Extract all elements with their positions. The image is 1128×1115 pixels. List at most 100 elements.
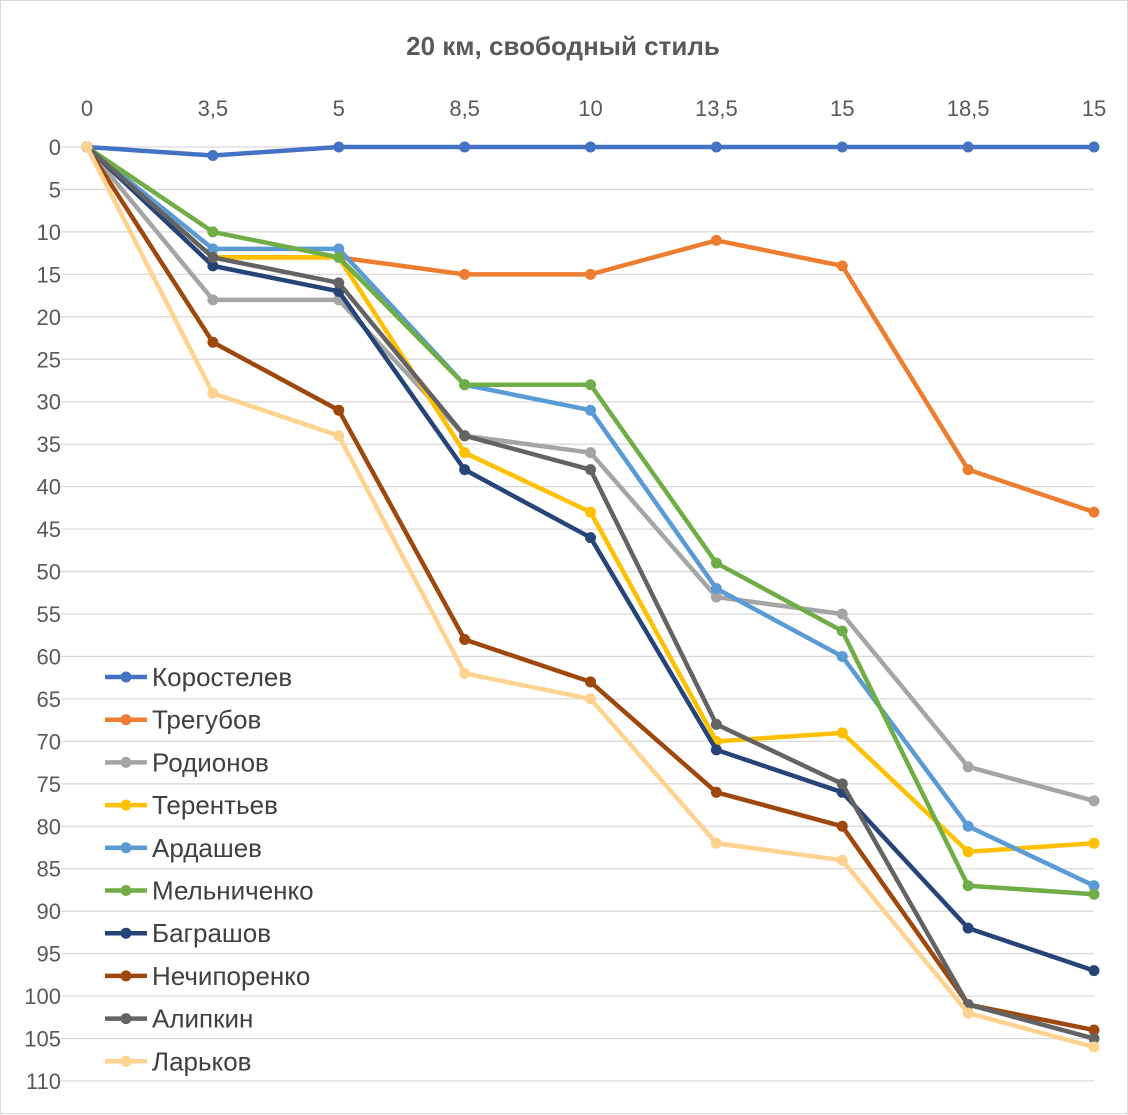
data-point	[836, 820, 848, 832]
data-point	[459, 268, 471, 280]
data-point	[962, 880, 974, 892]
legend-marker	[120, 799, 132, 811]
y-tick-label: 50	[37, 560, 61, 585]
y-tick-label: 15	[37, 262, 61, 287]
data-point	[836, 727, 848, 739]
data-point	[585, 676, 596, 688]
y-axis-tick-labels: 0 5 10 15 20 25 30 35 40 45 50 55 60 65 70 75 80 85 90 95 10…	[24, 135, 61, 1094]
legend-marker	[120, 842, 132, 854]
data-point	[710, 234, 722, 246]
data-point	[333, 243, 345, 255]
y-tick-label: 55	[37, 602, 61, 627]
legend-label: Коростелев	[152, 662, 292, 692]
legend-label: Баграшов	[152, 918, 271, 948]
data-point	[836, 650, 848, 662]
x-tick-label: 15	[830, 96, 854, 121]
data-point	[585, 506, 596, 518]
x-tick-label: 13,5	[695, 96, 738, 121]
x-tick-label: 10	[578, 96, 602, 121]
data-point	[962, 141, 974, 153]
data-point	[459, 667, 471, 679]
data-point	[1088, 880, 1100, 892]
legend-label: Родионов	[152, 747, 269, 777]
legend-marker	[120, 1055, 132, 1067]
data-point	[710, 744, 722, 756]
x-tick-label: 3,5	[198, 96, 229, 121]
legend: Коростелев Трегубов Родионов Терентьев Ардаш…	[105, 662, 314, 1076]
legend-label: Мельниченко	[152, 876, 314, 906]
data-point	[585, 464, 596, 476]
legend-item: Баграшов	[105, 918, 271, 948]
y-tick-label: 95	[37, 942, 61, 967]
legend-marker	[120, 671, 132, 683]
data-point	[333, 251, 345, 263]
y-tick-label: 35	[37, 432, 61, 457]
legend-label: Терентьев	[152, 790, 278, 820]
legend-label: Алипкин	[152, 1004, 253, 1034]
legend-label: Трегубов	[152, 705, 261, 735]
data-point	[1088, 1033, 1100, 1045]
series-10	[81, 141, 1100, 1053]
y-tick-label: 65	[37, 687, 61, 712]
series-1	[81, 141, 1100, 161]
y-tick-label: 100	[24, 984, 61, 1009]
data-point	[710, 141, 722, 153]
y-tick-label: 30	[37, 390, 61, 415]
y-tick-label: 25	[37, 347, 61, 372]
data-point	[836, 141, 848, 153]
data-point	[710, 591, 722, 603]
data-point	[1088, 1041, 1100, 1053]
data-point	[1088, 837, 1100, 849]
series-6	[81, 141, 1100, 900]
x-axis-tick-labels: 0 3,5 5 8,5 10 13,5 15 18,5 15	[81, 96, 1106, 121]
data-point	[1088, 965, 1100, 977]
data-point	[585, 379, 596, 391]
legend-marker	[120, 970, 132, 982]
data-point	[962, 820, 974, 832]
series-2	[81, 141, 1100, 518]
legend-marker	[120, 714, 132, 726]
data-point	[1088, 506, 1100, 518]
x-tick-label: 5	[333, 96, 345, 121]
y-tick-label: 105	[24, 1027, 61, 1052]
data-point	[459, 430, 471, 442]
legend-item: Нечипоренко	[105, 961, 310, 991]
y-tick-label: 60	[37, 644, 61, 669]
data-point	[962, 846, 974, 858]
legend-item: Мельниченко	[105, 876, 314, 906]
data-point	[836, 260, 848, 272]
legend-item: Алипкин	[105, 1004, 253, 1034]
y-tick-label: 70	[37, 729, 61, 754]
y-tick-label: 20	[37, 305, 61, 330]
data-point	[962, 464, 974, 476]
data-point	[836, 778, 848, 790]
y-tick-label: 85	[37, 857, 61, 882]
data-point	[836, 854, 848, 866]
legend-label: Ардашев	[152, 833, 262, 863]
data-point	[585, 141, 596, 153]
x-tick-label: 15	[1082, 96, 1106, 121]
chart-title: 20 км, свободный стиль	[406, 31, 720, 61]
data-point	[207, 251, 219, 263]
legend-item: Терентьев	[105, 790, 278, 820]
y-tick-label: 5	[49, 177, 61, 202]
y-tick-label: 40	[37, 475, 61, 500]
y-tick-label: 90	[37, 899, 61, 924]
legend-item: Коростелев	[105, 662, 292, 692]
data-point	[1088, 888, 1100, 900]
data-point	[585, 404, 596, 416]
data-point	[1088, 141, 1100, 153]
data-point	[333, 430, 345, 442]
x-tick-label: 18,5	[947, 96, 990, 121]
gridlines	[61, 146, 1094, 1082]
legend-item: Ардашев	[105, 833, 262, 863]
data-point	[585, 268, 596, 280]
x-tick-label: 8,5	[449, 96, 480, 121]
data-point	[207, 294, 219, 306]
data-point	[333, 277, 345, 289]
data-point	[710, 557, 722, 569]
data-point	[459, 141, 471, 153]
data-point	[962, 1007, 974, 1019]
